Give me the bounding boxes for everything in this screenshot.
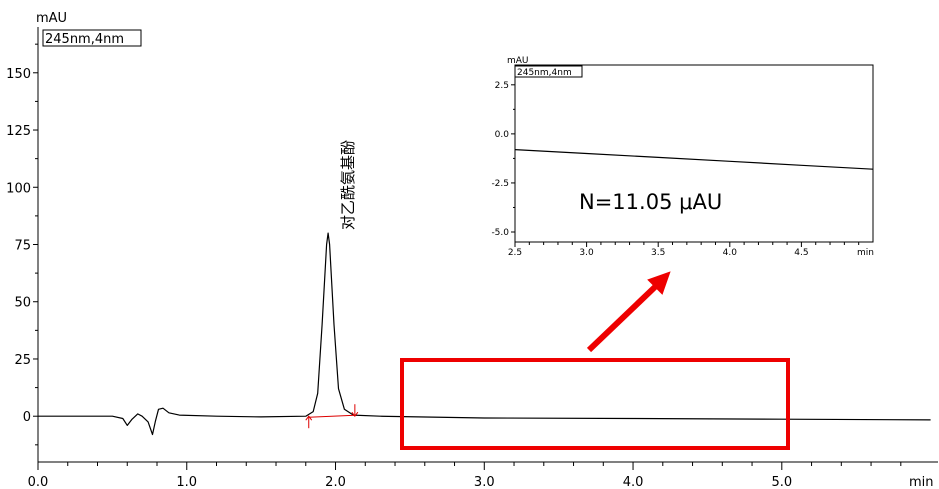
- x-tick-label: 3.0: [474, 475, 495, 489]
- y-tick-label: 150: [6, 67, 31, 82]
- inset-y-unit: mAU: [507, 56, 529, 66]
- series-line: [38, 232, 931, 436]
- inset-plot: mAU min 245nm,4nm 2.5 0.0 -2.5 -5.0 2.5 3.0 3…: [491, 56, 874, 258]
- inset-y-tick-label: 0.0: [495, 130, 510, 140]
- inset-y-tick-label: -5.0: [491, 228, 509, 238]
- inset-x-tick-label: 3.0: [579, 248, 594, 258]
- inset-series-line: [514, 149, 874, 170]
- main-plot: mAU min 245nm,4nm 0 25 50 75 100 125 150 0.0 1.…: [6, 11, 938, 489]
- inset-x-tick-label: 4.5: [794, 248, 808, 258]
- noise-annotation: N=11.05 μAU: [579, 190, 722, 214]
- inset-legend-box: [514, 65, 583, 78]
- x-tick-label: 0.0: [28, 475, 49, 489]
- arrow-head: [647, 271, 671, 295]
- x-tick-label: 5.0: [771, 475, 792, 489]
- y-tick-label: 100: [6, 181, 31, 196]
- arrow-shaft: [586, 283, 659, 353]
- legend: 245nm,4nm: [42, 29, 142, 47]
- y-tick-label: 0: [23, 410, 31, 425]
- inset-y-tick-label: -2.5: [491, 179, 509, 189]
- inset-legend-label: 245nm,4nm: [517, 68, 572, 78]
- highlight-box: [400, 358, 790, 450]
- inset-frame: [514, 64, 874, 243]
- x-tick-label: 2.0: [325, 475, 346, 489]
- x-tick-label: 4.0: [623, 475, 644, 489]
- y-tick-label: 75: [14, 239, 31, 254]
- legend-label: 245nm,4nm: [45, 32, 124, 47]
- inset-y-tick-label: 2.5: [495, 81, 509, 91]
- legend-box: [42, 29, 142, 47]
- callout-arrow: [586, 271, 671, 353]
- y-tick-label: 125: [6, 124, 31, 139]
- integration-start-arrow: [305, 415, 313, 421]
- y-tick-label: 25: [14, 353, 31, 368]
- integration-end-arrow: [351, 411, 359, 418]
- inset-x-tick-label: 3.5: [651, 248, 665, 258]
- integration-baseline: [308, 414, 355, 418]
- inset-legend: 245nm,4nm: [514, 65, 583, 78]
- inset-x-unit: min: [857, 248, 874, 258]
- inset-x-tick-label: 2.5: [508, 248, 522, 258]
- inset-x-tick-label: 4.0: [723, 248, 738, 258]
- peak-label: 对乙酰氨基酚: [339, 140, 357, 230]
- y-axis-unit: mAU: [36, 11, 67, 26]
- x-tick-label: 1.0: [176, 475, 197, 489]
- x-axis-unit: min: [909, 475, 934, 489]
- y-tick-label: 50: [14, 296, 31, 311]
